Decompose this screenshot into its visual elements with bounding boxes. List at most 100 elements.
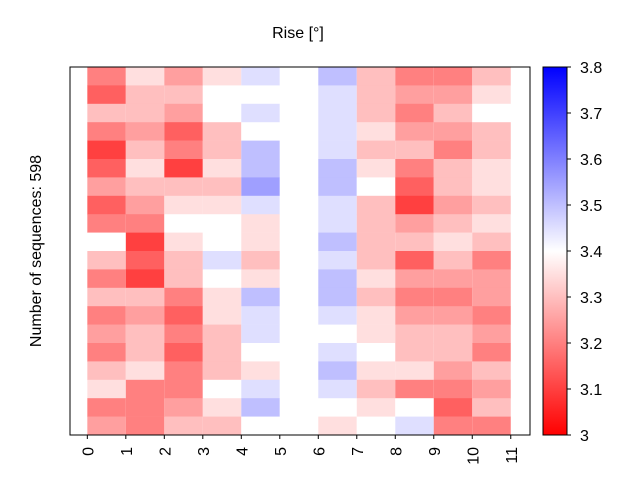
- heatmap-cell: [241, 379, 280, 399]
- x-tick-label: 8: [388, 447, 405, 456]
- heatmap-cell: [164, 324, 203, 344]
- heatmap-cell: [279, 343, 319, 362]
- heatmap-cell: [241, 67, 280, 86]
- heatmap-cell: [395, 67, 434, 86]
- heatmap-cell: [433, 269, 473, 289]
- heatmap-cell: [433, 177, 473, 197]
- heatmap-cell: [472, 103, 511, 123]
- heatmap-cell: [318, 195, 357, 215]
- heatmap-cell: [279, 251, 319, 270]
- heatmap-cell: [318, 85, 357, 105]
- heatmap-cell: [472, 195, 511, 215]
- heatmap-cell: [356, 361, 396, 381]
- heatmap-cell: [433, 324, 473, 344]
- heatmap-cell: [87, 269, 126, 289]
- heatmap-cell: [279, 214, 319, 233]
- heatmap-cell: [395, 361, 434, 381]
- heatmap-cell: [395, 159, 434, 178]
- heatmap-cell: [472, 287, 511, 307]
- heatmap-cell: [472, 324, 511, 344]
- heatmap-cell: [164, 159, 203, 178]
- heatmap-cell: [356, 67, 396, 86]
- heatmap-cell: [164, 343, 203, 362]
- heatmap-cell: [202, 287, 242, 307]
- heatmap-cell: [356, 398, 396, 417]
- heatmap-cell: [164, 177, 203, 197]
- colorbar-tick-label: 3.5: [580, 198, 602, 215]
- heatmap-cell: [472, 379, 511, 399]
- heatmap-cell: [472, 67, 511, 86]
- heatmap-cell: [202, 85, 242, 105]
- heatmap-cell: [241, 103, 280, 123]
- heatmap-cell: [125, 343, 165, 362]
- heatmap-cell: [241, 361, 280, 381]
- heatmap-cell: [433, 287, 473, 307]
- heatmap-cell: [164, 416, 203, 436]
- heatmap-cell: [125, 251, 165, 270]
- heatmap-cell: [279, 103, 319, 123]
- heatmap-cell: [164, 232, 203, 252]
- heatmap-cell: [164, 122, 203, 141]
- heatmap-cell: [356, 379, 396, 399]
- heatmap-cell: [87, 85, 126, 105]
- heatmap-cell: [395, 306, 434, 325]
- heatmap-cell: [202, 195, 242, 215]
- heatmap-cell: [125, 140, 165, 160]
- heatmap-cell: [318, 103, 357, 123]
- heatmap-cell: [433, 251, 473, 270]
- heatmap-cell: [202, 232, 242, 252]
- heatmap-cell: [279, 195, 319, 215]
- heatmap-cell: [395, 140, 434, 160]
- heatmap-cell: [125, 159, 165, 178]
- heatmap-cell: [356, 251, 396, 270]
- heatmap-cell: [356, 85, 396, 105]
- colorbar: [542, 66, 568, 436]
- heatmap-cell: [202, 306, 242, 325]
- heatmap-cell: [241, 85, 280, 105]
- heatmap-cell: [279, 140, 319, 160]
- heatmap-cell: [472, 343, 511, 362]
- heatmap-cell: [125, 122, 165, 141]
- heatmap-cell: [433, 195, 473, 215]
- heatmap-cell: [241, 140, 280, 160]
- heatmap-cell: [356, 214, 396, 233]
- heatmap-cell: [356, 232, 396, 252]
- x-tick-label: 2: [157, 447, 174, 456]
- x-tick-label: 1: [119, 447, 136, 456]
- heatmap-cell: [318, 269, 357, 289]
- heatmap-cell: [241, 195, 280, 215]
- heatmap-cell: [433, 379, 473, 399]
- heatmap-cell: [241, 269, 280, 289]
- heatmap-cell: [202, 122, 242, 141]
- heatmap-cell: [472, 122, 511, 141]
- colorbar-tick-label: 3.7: [580, 106, 602, 123]
- heatmap-cell: [433, 85, 473, 105]
- heatmap-cell: [433, 103, 473, 123]
- heatmap-cell: [433, 67, 473, 86]
- heatmap-cell: [279, 232, 319, 252]
- heatmap-cell: [164, 251, 203, 270]
- heatmap-cell: [87, 361, 126, 381]
- heatmap-cell: [125, 85, 165, 105]
- heatmap-cell: [241, 324, 280, 344]
- heatmap-cell: [356, 324, 396, 344]
- heatmap-cell: [472, 416, 511, 436]
- heatmap-cell: [318, 140, 357, 160]
- heatmap-cell: [87, 287, 126, 307]
- heatmap-cell: [125, 177, 165, 197]
- heatmap-cell: [87, 140, 126, 160]
- heatmap-cell: [395, 343, 434, 362]
- heatmap-cell: [433, 159, 473, 178]
- heatmap-cell: [164, 398, 203, 417]
- heatmap-cell: [279, 159, 319, 178]
- heatmap-cell: [164, 379, 203, 399]
- heatmap-cell: [395, 287, 434, 307]
- heatmap-cell: [164, 195, 203, 215]
- heatmap-cell: [202, 67, 242, 86]
- heatmap-cell: [395, 85, 434, 105]
- heatmap-cell: [164, 140, 203, 160]
- heatmap-cell: [202, 159, 242, 178]
- heatmap-cell: [395, 232, 434, 252]
- heatmap-cell: [125, 306, 165, 325]
